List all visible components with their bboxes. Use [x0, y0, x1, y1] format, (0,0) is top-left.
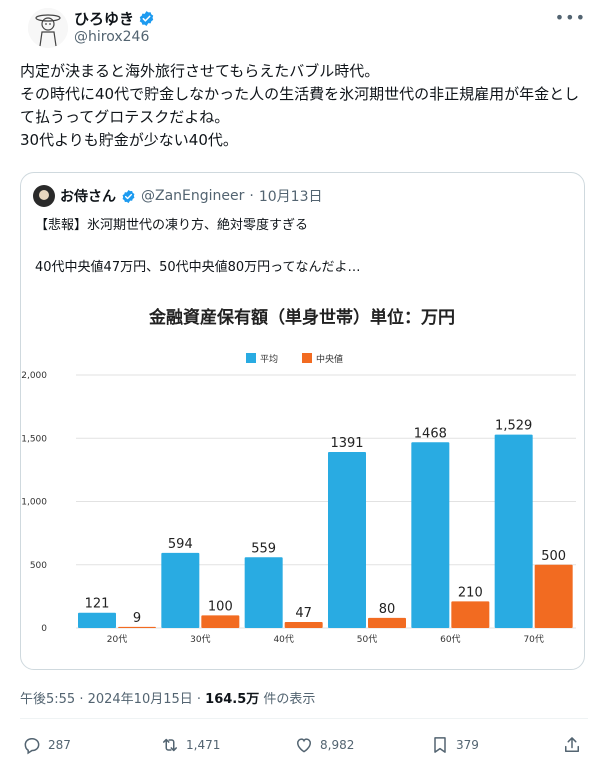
- view-count: 164.5万: [205, 692, 260, 707]
- bar-average: [494, 434, 533, 628]
- verified-badge-icon: [122, 189, 135, 203]
- tweet-meta: 午後5:55 · 2024年10月15日 · 164.5万 件の表示: [20, 688, 315, 707]
- name-row: ひろゆき: [74, 8, 155, 29]
- bookmark-count: 379: [456, 738, 479, 752]
- bar-median: [368, 617, 406, 628]
- bar-value-label: 210: [458, 585, 483, 600]
- bar-average: [244, 557, 283, 628]
- share-button[interactable]: [562, 735, 582, 755]
- y-tick-label: 0: [41, 624, 47, 634]
- bar-value-label: 1391: [330, 436, 363, 451]
- divider: [20, 718, 588, 719]
- bar-value-label: 47: [295, 606, 312, 621]
- legend-swatch-0: [246, 353, 256, 363]
- x-tick-label: 40代: [273, 634, 293, 645]
- verified-badge-icon: [139, 11, 154, 26]
- y-tick-label: 500: [30, 561, 47, 571]
- quote-display-name: お侍さん: [60, 189, 116, 205]
- share-icon: [565, 737, 579, 752]
- chart-legend: 平均 中央値: [246, 353, 343, 365]
- quote-handle: @ZanEngineer: [141, 188, 245, 204]
- legend-swatch-1: [302, 353, 312, 363]
- bar-median: [284, 622, 323, 628]
- legend-label-1: 中央値: [316, 353, 343, 365]
- more-options-icon[interactable]: •••: [554, 8, 586, 27]
- user-handle[interactable]: @hirox246: [74, 29, 150, 45]
- repost-icon: [163, 738, 177, 752]
- bar-median: [451, 601, 490, 628]
- repost-count: 1,471: [186, 738, 221, 752]
- bar-median: [118, 626, 156, 628]
- y-tick-label: 1,000: [21, 498, 47, 508]
- action-bar: 287 1,471 8,982 379: [22, 735, 588, 765]
- bar-value-label: 100: [208, 599, 233, 614]
- user-avatar[interactable]: [28, 8, 68, 48]
- bar-median: [201, 615, 240, 628]
- x-tick-label: 20代: [107, 634, 127, 645]
- bar-average: [161, 552, 200, 628]
- x-tick-label: 50代: [357, 634, 377, 645]
- bar-average: [328, 452, 366, 628]
- like-count: 8,982: [320, 738, 355, 752]
- legend-label-0: 平均: [260, 353, 278, 365]
- bar-average: [78, 612, 116, 628]
- like-button[interactable]: 8,982: [294, 735, 354, 755]
- bar-value-label: 1,529: [495, 419, 532, 434]
- tweet-header: ひろゆき @hirox246 •••: [16, 6, 592, 54]
- bar-average: [411, 442, 450, 628]
- quote-avatar[interactable]: [33, 185, 55, 207]
- view-count-suffix: 件の表示: [259, 692, 316, 707]
- reply-count: 287: [48, 738, 71, 752]
- quote-header: お侍さん @ZanEngineer · 10月13日: [33, 185, 323, 207]
- y-tick-label: 2,000: [21, 371, 47, 381]
- chart-title: 金融資産保有額（単身世帯）単位：万円: [148, 307, 455, 328]
- bar-value-label: 9: [133, 611, 141, 626]
- bar-chart-image: 金融資産保有額（単身世帯）単位：万円 平均 中央値 0 500 1,000 1,500 2…: [21, 289, 584, 669]
- quoted-tweet[interactable]: お侍さん @ZanEngineer · 10月13日 【悲報】氷河期世代の凍り方…: [20, 172, 585, 670]
- bookmark-button[interactable]: 379: [430, 735, 479, 755]
- bar-value-label: 1468: [414, 426, 447, 441]
- chart-grid: 0 500 1,000 1,500 2,000: [21, 371, 576, 634]
- chart-bars: 121 9 20代 594 100 30代 559 47 40代 1391 80 50代 1468 210…: [78, 419, 573, 645]
- y-tick-label: 1,500: [21, 434, 47, 444]
- bar-value-label: 121: [85, 597, 110, 612]
- bar-chart: 金融資産保有額（単身世帯）単位：万円 平均 中央値 0 500 1,000 1,500 2…: [21, 307, 576, 645]
- reply-button[interactable]: 287: [22, 735, 71, 755]
- x-tick-label: 60代: [440, 634, 460, 645]
- bookmark-icon: [434, 737, 446, 753]
- quote-separator: ·: [249, 188, 254, 204]
- quote-date: 10月13日: [258, 189, 323, 205]
- bar-median: [534, 564, 573, 628]
- reply-icon: [24, 738, 40, 755]
- bar-value-label: 500: [541, 549, 566, 564]
- avatar-illustration-icon: [28, 8, 68, 48]
- tweet-text: 内定が決まると海外旅行させてもらえたバブル時代。 その時代に40代で貯金しなかっ…: [20, 62, 580, 149]
- x-tick-label: 30代: [190, 634, 210, 645]
- display-name[interactable]: ひろゆき: [74, 10, 135, 28]
- heart-icon: [296, 738, 312, 753]
- quote-text: 【悲報】氷河期世代の凍り方、絶対零度すぎる 40代中央値47万円、50代中央値8…: [35, 218, 361, 275]
- x-tick-label: 70代: [523, 634, 543, 645]
- bar-value-label: 594: [168, 537, 193, 552]
- bar-value-label: 559: [251, 541, 276, 556]
- repost-button[interactable]: 1,471: [160, 735, 220, 755]
- tweet-timestamp[interactable]: 午後5:55 · 2024年10月15日 ·: [20, 692, 206, 707]
- bar-value-label: 80: [379, 602, 396, 617]
